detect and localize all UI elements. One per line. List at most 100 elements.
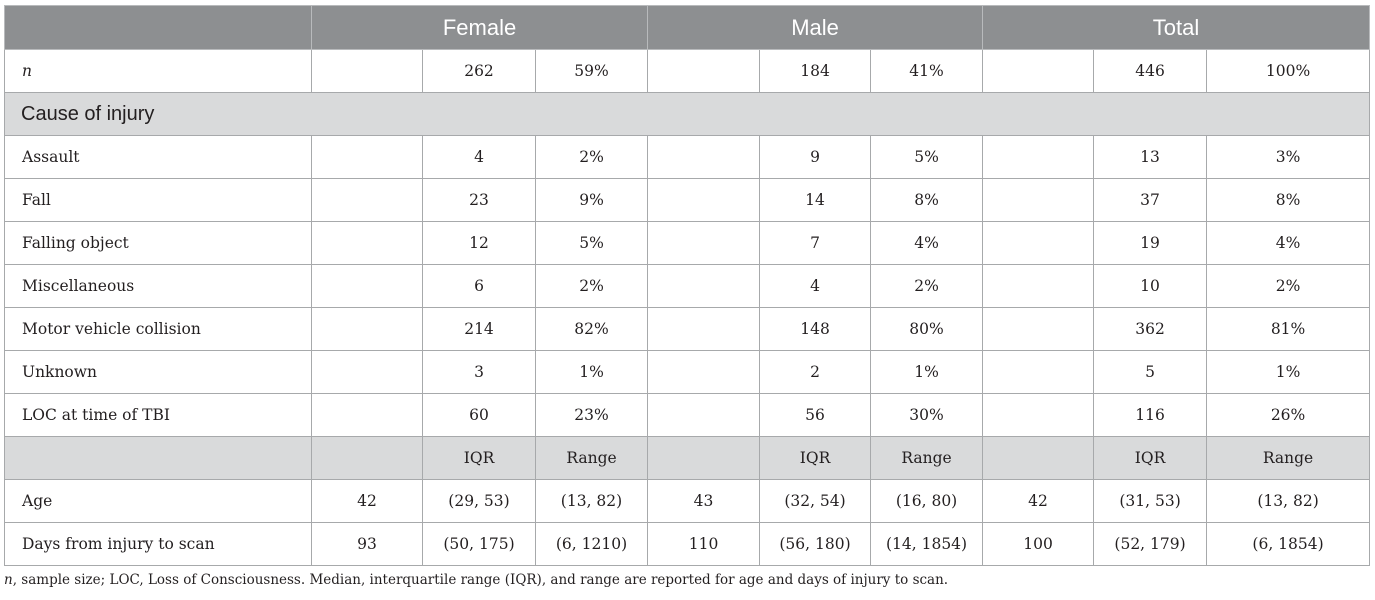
cell-empty (982, 393, 1095, 437)
cell: 4 (422, 135, 536, 179)
cell-median: 42 (311, 479, 423, 523)
header-blank (4, 5, 312, 50)
header-total: Total (982, 5, 1371, 50)
table-row: LOC at time of TBI 60 23% 56 30% 116 26% (4, 393, 1371, 437)
cell: (6, 1854) (1206, 522, 1371, 566)
row-label: n (4, 49, 312, 93)
subheader-row: IQR Range IQR Range IQR Range (4, 436, 1371, 480)
row-label: Fall (4, 178, 312, 222)
cell-empty (647, 49, 761, 93)
table-row: Days from injury to scan 93 (50, 175) (6… (4, 522, 1371, 566)
cell: 8% (1206, 178, 1371, 222)
cell-empty (982, 350, 1095, 394)
cell-empty (982, 436, 1095, 480)
cell: (13, 82) (1206, 479, 1371, 523)
cell: 30% (870, 393, 984, 437)
cell: (29, 53) (422, 479, 536, 523)
cell: 5% (870, 135, 984, 179)
cell: 9 (759, 135, 872, 179)
cell-empty (982, 264, 1095, 308)
row-label: Assault (4, 135, 312, 179)
cell: (52, 179) (1093, 522, 1208, 566)
cell: 2% (1206, 264, 1371, 308)
cell: 100% (1206, 49, 1371, 93)
table-footnote: n, sample size; LOC, Loss of Consciousne… (4, 572, 948, 588)
footnote-text: , sample size; LOC, Loss of Consciousnes… (12, 572, 949, 588)
cell: 13 (1093, 135, 1208, 179)
cell: 82% (534, 307, 649, 351)
cell: 1% (534, 350, 649, 394)
cell: 214 (422, 307, 536, 351)
cell: 5 (1093, 350, 1208, 394)
cell: 81% (1206, 307, 1371, 351)
subheader-range: Range (1206, 436, 1371, 480)
header-male: Male (647, 5, 984, 50)
cell: 1% (1206, 350, 1371, 394)
cell: (31, 53) (1093, 479, 1208, 523)
subheader-range: Range (870, 436, 984, 480)
cell: (32, 54) (759, 479, 872, 523)
cell: 6 (422, 264, 536, 308)
cell-empty (311, 264, 423, 308)
table-row: Fall 23 9% 14 8% 37 8% (4, 178, 1371, 222)
cell: 2% (534, 135, 649, 179)
cell-median: 93 (311, 522, 423, 566)
cell: 14 (759, 178, 872, 222)
cell: 60 (422, 393, 536, 437)
section-row: Cause of injury (3, 92, 1371, 136)
row-label: Motor vehicle collision (4, 307, 312, 351)
cell: 4% (870, 221, 984, 265)
cell: 116 (1093, 393, 1208, 437)
cell: (16, 80) (870, 479, 984, 523)
cell: 1% (870, 350, 984, 394)
cell-empty (311, 350, 423, 394)
cell: 4% (1206, 221, 1371, 265)
subheader-iqr: IQR (1093, 436, 1208, 480)
cell: 41% (870, 49, 984, 93)
cell-median: 42 (982, 479, 1095, 523)
cell: 184 (759, 49, 872, 93)
cell-empty (311, 178, 423, 222)
cell-empty (982, 221, 1095, 265)
table-row: Age 42 (29, 53) (13, 82) 43 (32, 54) (16… (4, 479, 1371, 523)
section-title: Cause of injury (3, 92, 1371, 136)
cell: 10 (1093, 264, 1208, 308)
cell-empty (311, 135, 423, 179)
cell: (13, 82) (534, 479, 649, 523)
cell: 23% (534, 393, 649, 437)
cell-empty (647, 178, 761, 222)
cell-median: 110 (647, 522, 761, 566)
cell-empty (647, 350, 761, 394)
cell-empty (982, 307, 1095, 351)
row-label: Days from injury to scan (4, 522, 312, 566)
table-row: Unknown 3 1% 2 1% 5 1% (4, 350, 1371, 394)
cell: 2 (759, 350, 872, 394)
cell-empty (311, 49, 423, 93)
cell: 7 (759, 221, 872, 265)
cell-empty (647, 135, 761, 179)
cell: 56 (759, 393, 872, 437)
cell: 5% (534, 221, 649, 265)
footnote-n-symbol: n (4, 572, 13, 588)
cell: 19 (1093, 221, 1208, 265)
cell-empty (647, 393, 761, 437)
cell: 362 (1093, 307, 1208, 351)
cell-empty (982, 178, 1095, 222)
cell-empty (647, 436, 761, 480)
cell: 59% (534, 49, 649, 93)
row-label: Age (4, 479, 312, 523)
cell-empty (647, 264, 761, 308)
cell: 8% (870, 178, 984, 222)
table-row: Miscellaneous 6 2% 4 2% 10 2% (4, 264, 1371, 308)
cell: (50, 175) (422, 522, 536, 566)
cell: 262 (422, 49, 536, 93)
cell: 23 (422, 178, 536, 222)
cell-median: 43 (647, 479, 761, 523)
cell-empty (647, 221, 761, 265)
cell-empty (4, 436, 312, 480)
table-row: Falling object 12 5% 7 4% 19 4% (4, 221, 1371, 265)
subheader-range: Range (534, 436, 649, 480)
cell: 26% (1206, 393, 1371, 437)
row-label: Unknown (4, 350, 312, 394)
cell-empty (311, 307, 423, 351)
